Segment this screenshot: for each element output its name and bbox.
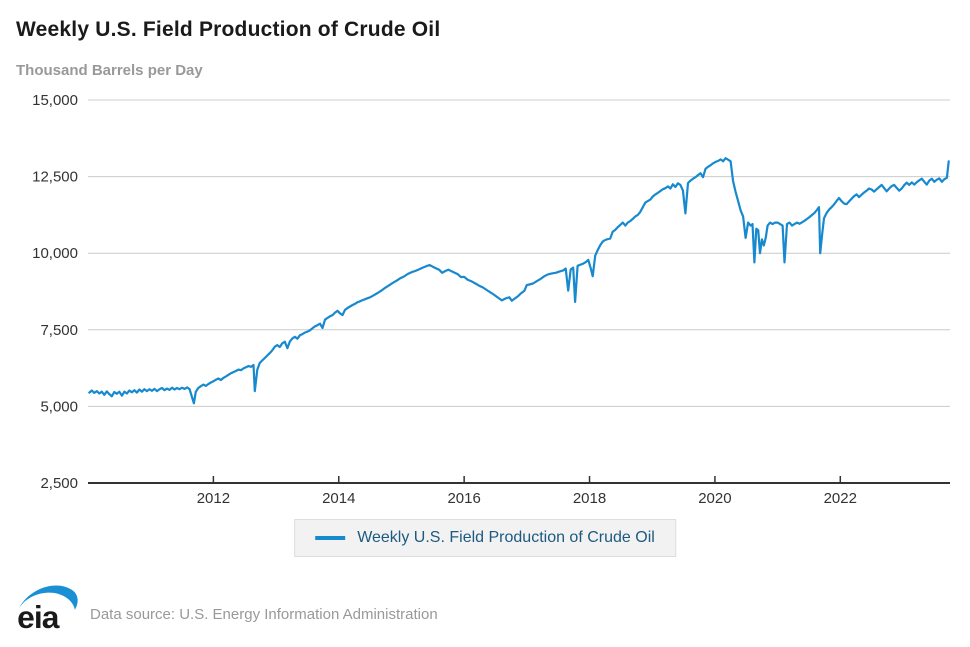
chart-y-axis-unit-label: Thousand Barrels per Day: [16, 62, 203, 79]
y-tick-label: 15,000: [32, 92, 78, 109]
x-tick-label: 2018: [573, 490, 606, 507]
eia-logo: eia: [17, 585, 78, 632]
footer: eia Data source: U.S. Energy Information…: [16, 582, 438, 632]
production-line: [88, 157, 950, 405]
eia-logo-swoosh: [19, 585, 78, 610]
x-tick-label: 2014: [322, 490, 355, 507]
x-tick-label: 2016: [447, 490, 480, 507]
x-tick-label: 2020: [698, 490, 731, 507]
chart-title: Weekly U.S. Field Production of Crude Oi…: [16, 18, 441, 41]
x-tick-label: 2022: [824, 490, 857, 507]
y-tick-label: 10,000: [32, 245, 78, 262]
production-chart: 2,500 5,000 7,500 10,000 12,500 15,000 2012 201…: [32, 92, 950, 507]
legend: Weekly U.S. Field Production of Crude Oi…: [294, 519, 676, 557]
legend-label: Weekly U.S. Field Production of Crude Oi…: [357, 529, 655, 546]
y-tick-label: 12,500: [32, 169, 78, 186]
legend-line-swatch: [315, 536, 346, 540]
data-source-text: Data source: U.S. Energy Information Adm…: [90, 605, 438, 623]
eia-logo-text: eia: [17, 599, 60, 632]
x-tick-label: 2012: [197, 490, 230, 507]
y-tick-label: 2,500: [40, 475, 78, 492]
y-tick-label: 7,500: [40, 322, 78, 339]
y-tick-label: 5,000: [40, 398, 78, 415]
